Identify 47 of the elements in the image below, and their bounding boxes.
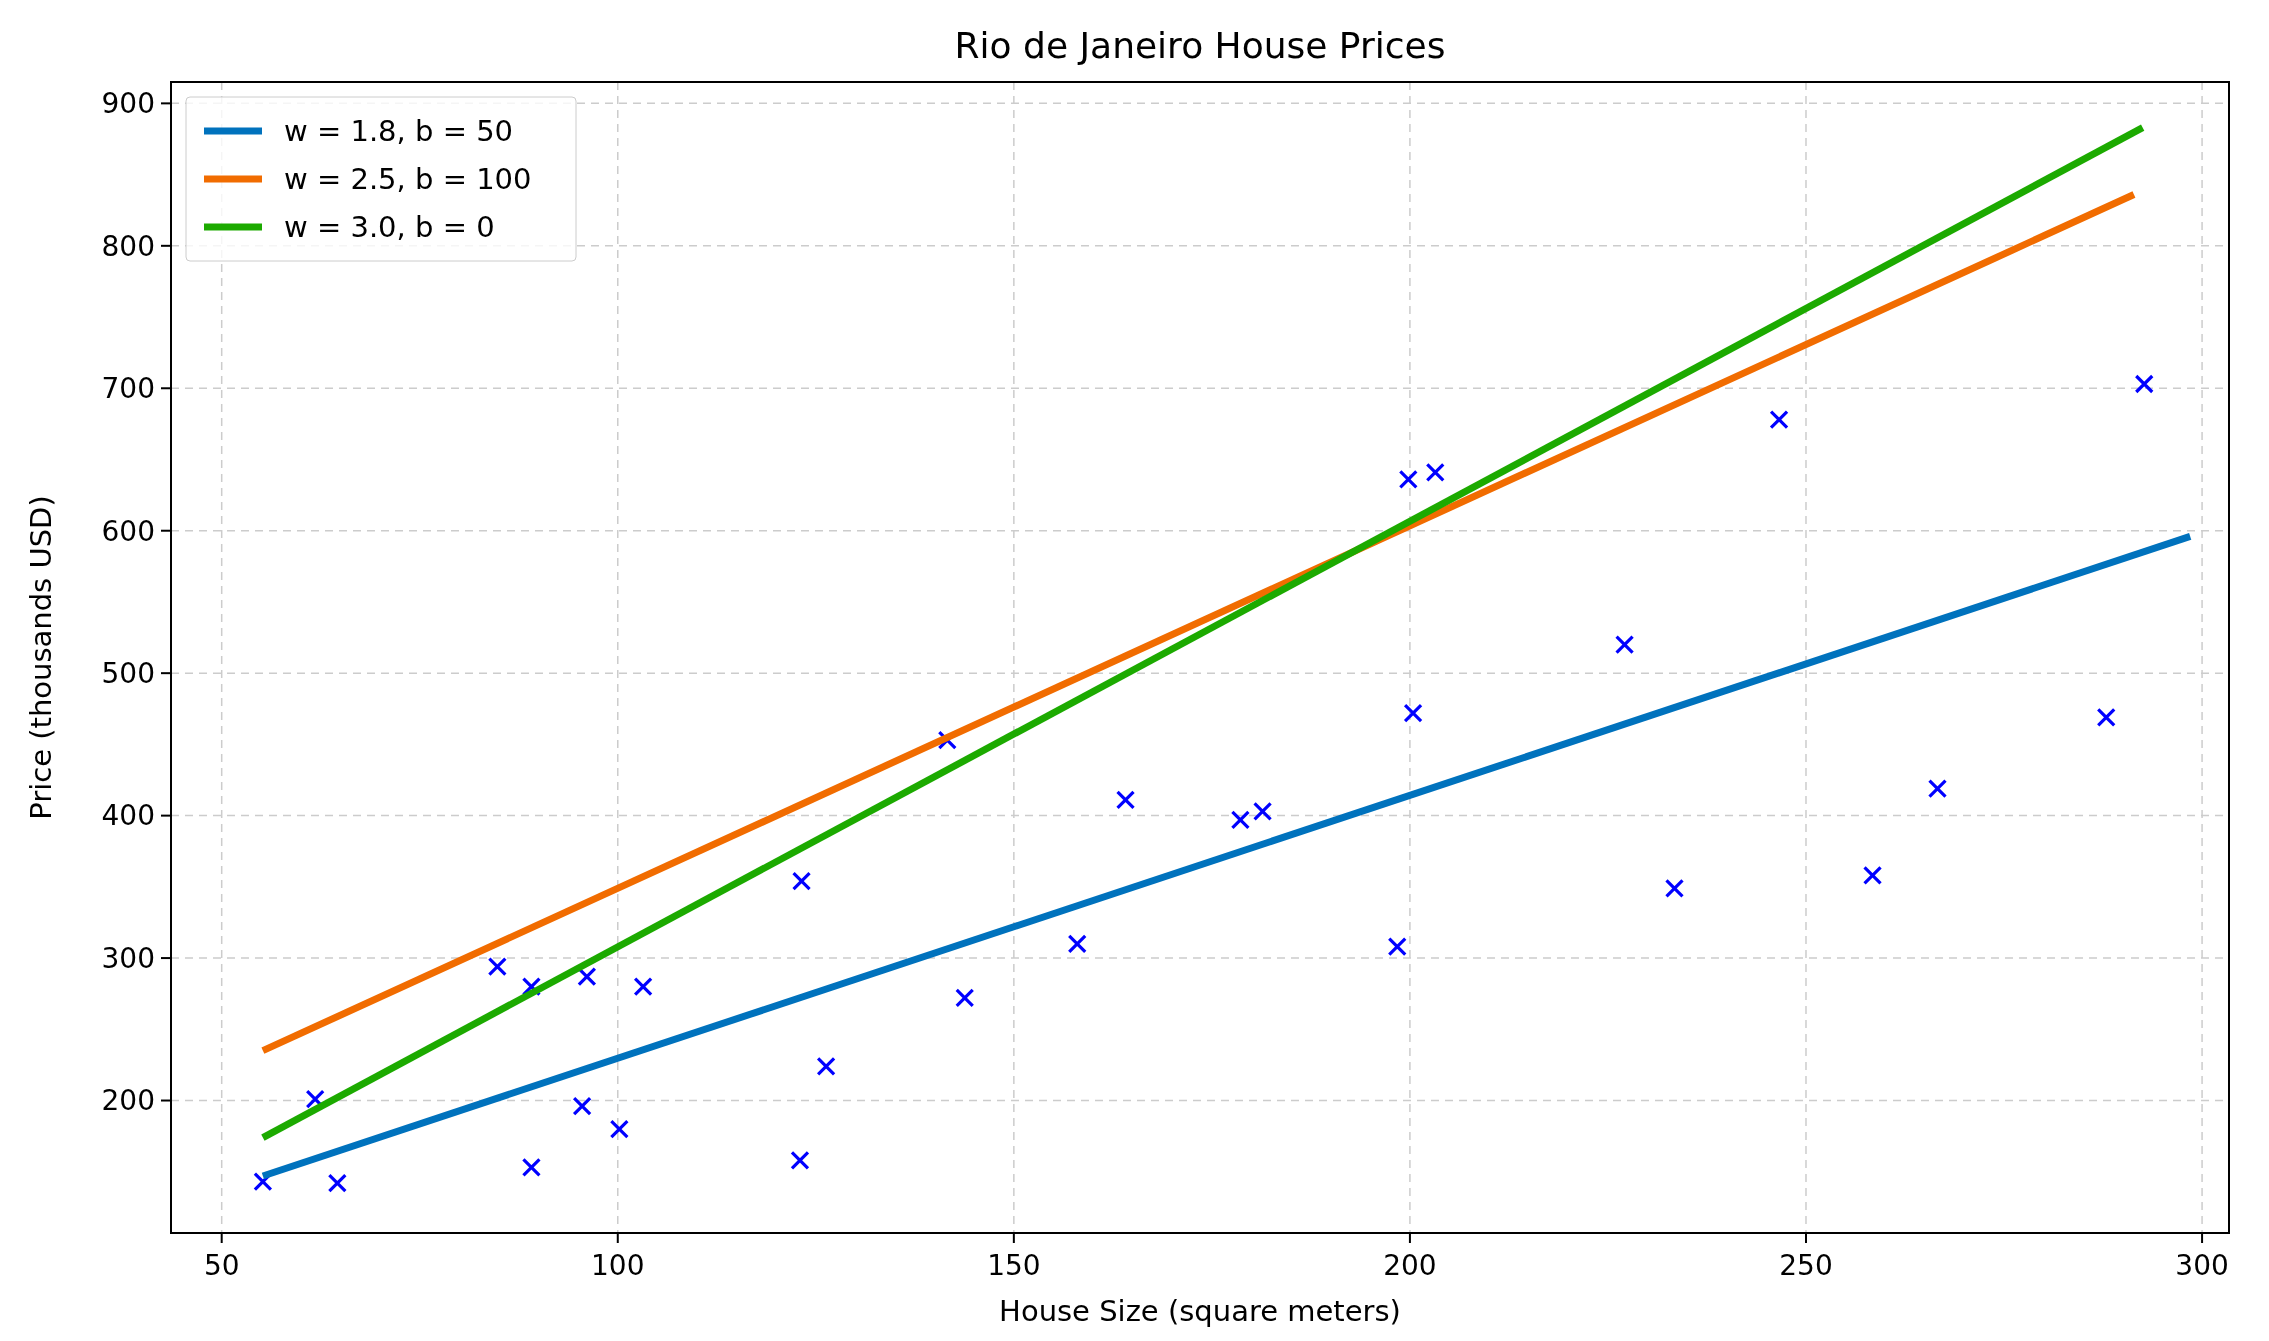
point <box>1769 410 1789 430</box>
y-tick-label: 300 <box>101 941 155 975</box>
point <box>790 1150 810 1170</box>
point <box>572 1096 592 1116</box>
point <box>1614 635 1635 655</box>
legend-label: w = 1.8, b = 50 <box>284 114 514 148</box>
point <box>1927 778 1948 799</box>
y-tick-label: 800 <box>101 229 155 263</box>
x-tick-label: 250 <box>1779 1249 1833 1282</box>
y-tick-label: 200 <box>101 1084 155 1118</box>
point <box>955 988 975 1008</box>
point <box>1387 937 1407 957</box>
y-tick-label: 900 <box>101 87 155 121</box>
point <box>1398 469 1418 490</box>
x-tick-label: 100 <box>591 1249 645 1282</box>
point <box>1425 462 1445 482</box>
point <box>633 976 653 997</box>
legend-label: w = 2.5, b = 100 <box>284 162 532 196</box>
x-axis-title: House Size (square meters) <box>999 1294 1401 1328</box>
chart-title: Rio de Janeiro House Prices <box>954 25 1446 66</box>
point <box>1403 703 1423 723</box>
point <box>1115 790 1136 810</box>
point <box>1067 934 1087 954</box>
x-tick-label: 200 <box>1383 1249 1437 1282</box>
point <box>791 871 812 891</box>
point <box>1862 865 1883 886</box>
point <box>2096 707 2116 727</box>
x-tick-label: 300 <box>2175 1249 2229 1282</box>
point <box>577 966 597 987</box>
y-tick-label: 700 <box>101 372 155 406</box>
point <box>1230 810 1250 830</box>
x-tick-label: 50 <box>203 1249 240 1282</box>
x-tick-label: 150 <box>987 1249 1041 1282</box>
point <box>253 1172 273 1192</box>
point <box>609 1119 629 1139</box>
legend-label: w = 3.0, b = 0 <box>284 210 495 244</box>
point <box>1664 878 1685 898</box>
y-tick-label: 600 <box>101 514 155 548</box>
point <box>327 1173 347 1193</box>
y-tick-label: 500 <box>101 656 155 690</box>
point <box>2134 374 2154 394</box>
point <box>521 1157 542 1178</box>
y-axis-title: Price (thousands USD) <box>24 495 58 820</box>
point <box>1252 801 1273 821</box>
point <box>487 957 507 977</box>
y-tick-label: 400 <box>101 799 155 833</box>
point <box>816 1056 836 1076</box>
